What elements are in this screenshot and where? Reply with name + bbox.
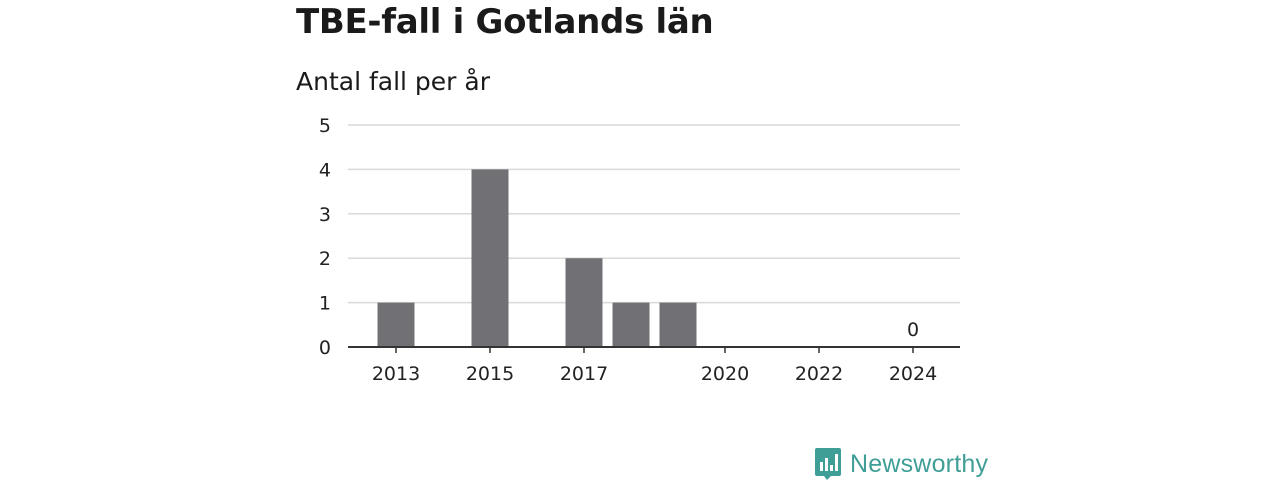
y-tick-label: 1 [319, 293, 331, 315]
x-tick-label: 2017 [560, 363, 608, 385]
data-label: 0 [907, 319, 919, 341]
bar [659, 302, 697, 347]
x-tick-label: 2015 [466, 363, 514, 385]
newsworthy-logo-icon [815, 448, 841, 480]
y-tick-label: 4 [319, 159, 331, 181]
chart-title: TBE-fall i Gotlands län [296, 2, 714, 42]
x-tick-label: 2024 [889, 363, 937, 385]
chart-subtitle: Antal fall per år [296, 67, 490, 96]
bar [612, 302, 650, 347]
y-tick-label: 3 [319, 204, 331, 226]
bar [565, 258, 603, 347]
bar [471, 169, 509, 347]
x-tick-label: 2022 [795, 363, 843, 385]
y-tick-label: 5 [319, 115, 331, 137]
x-tick-label: 2013 [372, 363, 420, 385]
x-tick-label: 2020 [701, 363, 749, 385]
brand-name: Newsworthy [850, 449, 989, 478]
bar [377, 302, 415, 347]
y-tick-label: 0 [319, 337, 331, 359]
bar-chart: 0 1 2 3 4 5 2013 2015 2017 2020 2022 2024 0 [319, 115, 960, 385]
y-tick-label: 2 [319, 248, 331, 270]
newsworthy-brand[interactable]: Newsworthy [814, 446, 988, 482]
